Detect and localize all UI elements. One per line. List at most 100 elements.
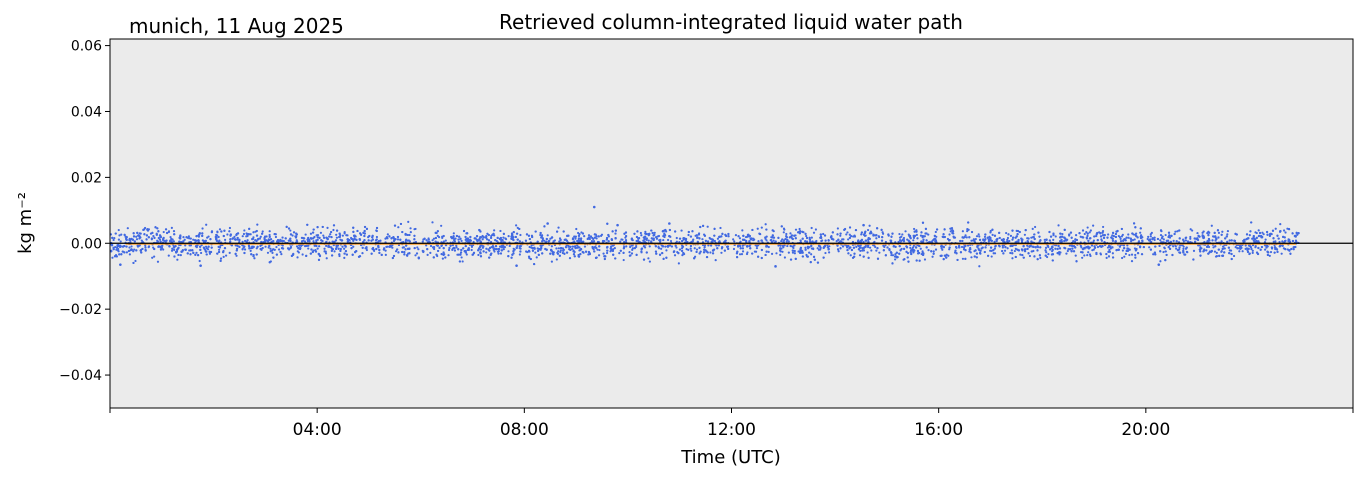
scatter-point [1153,238,1156,242]
scatter-point [413,234,416,237]
scatter-point [1215,251,1218,254]
scatter-point [1133,222,1136,225]
scatter-point [242,246,245,249]
scatter-point [1149,235,1152,238]
scatter-point [619,240,622,243]
scatter-point [837,250,840,253]
scatter-point [935,228,939,231]
scatter-point [894,245,897,248]
scatter-point [629,254,632,257]
scatter-point [850,235,853,238]
scatter-point [210,230,214,233]
scatter-point [236,238,239,241]
scatter-point [442,240,446,243]
scatter-point [978,235,981,238]
scatter-point [961,236,964,239]
scatter-point [1248,234,1251,237]
scatter-point [661,245,664,248]
scatter-point [331,248,334,251]
scatter-point [210,246,213,249]
scatter-point [581,250,584,254]
scatter-point [1086,234,1089,237]
scatter-point [363,234,366,238]
scatter-point [429,251,432,254]
scatter-point [110,244,114,247]
scatter-point [1051,259,1054,262]
scatter-point [1111,239,1115,242]
scatter-point [277,248,281,251]
scatter-point [924,227,928,230]
scatter-point [705,255,709,259]
scatter-point [1250,221,1253,224]
scatter-point [1014,247,1017,250]
scatter-point [907,260,910,263]
scatter-point [173,248,176,252]
scatter-point [847,252,850,255]
scatter-point [794,237,797,240]
scatter-point [272,240,275,243]
scatter-point [681,244,684,248]
scatter-point [559,250,562,254]
scatter-point [1111,246,1114,249]
scatter-point [111,256,114,259]
scatter-point [710,240,713,243]
scatter-point [1291,232,1294,235]
scatter-point [247,233,251,236]
scatter-point [772,236,776,239]
scatter-point [619,249,622,252]
scatter-point [452,232,455,235]
scatter-point [1228,249,1231,252]
scatter-point [494,245,498,248]
scatter-point [1115,230,1118,233]
scatter-point [1089,237,1092,240]
scatter-point [790,235,793,238]
scatter-point [568,248,571,251]
scatter-point [318,254,322,258]
scatter-point [425,244,428,247]
scatter-point [607,240,610,243]
scatter-point [142,228,145,231]
scatter-point [1244,247,1247,250]
scatter-point [241,235,244,238]
scatter-point [192,238,195,241]
scatter-point [281,236,284,239]
scatter-point [399,238,402,241]
scatter-point [120,253,123,256]
scatter-point [1073,240,1077,243]
scatter-point [587,234,591,237]
scatter-point [312,228,315,231]
scatter-point [408,240,412,243]
scatter-point [375,247,378,251]
scatter-point [998,236,1001,240]
scatter-point [1265,230,1269,234]
scatter-point [186,252,189,255]
scatter-point [313,244,316,247]
scatter-point [1238,250,1241,253]
scatter-point [574,235,578,238]
scatter-point [333,250,336,253]
scatter-point [368,234,371,238]
scatter-point [1115,248,1118,252]
scatter-point [831,231,834,234]
scatter-point [539,233,542,237]
scatter-point [624,239,628,242]
scatter-point [972,238,975,241]
scatter-point [468,240,471,244]
scatter-point [670,245,673,248]
scatter-point [1130,260,1134,263]
scatter-point [559,246,563,250]
scatter-point [930,250,933,253]
scatter-point [716,237,720,240]
scatter-point [1241,250,1244,253]
scatter-point [629,245,632,249]
scatter-point [485,235,488,238]
scatter-point [496,236,499,239]
scatter-point [1202,230,1205,233]
scatter-point [876,257,880,260]
scatter-point [161,244,164,247]
scatter-point [787,251,790,254]
scatter-point [235,233,238,237]
scatter-point [195,251,198,254]
scatter-point [1278,245,1281,248]
scatter-point [845,233,848,236]
